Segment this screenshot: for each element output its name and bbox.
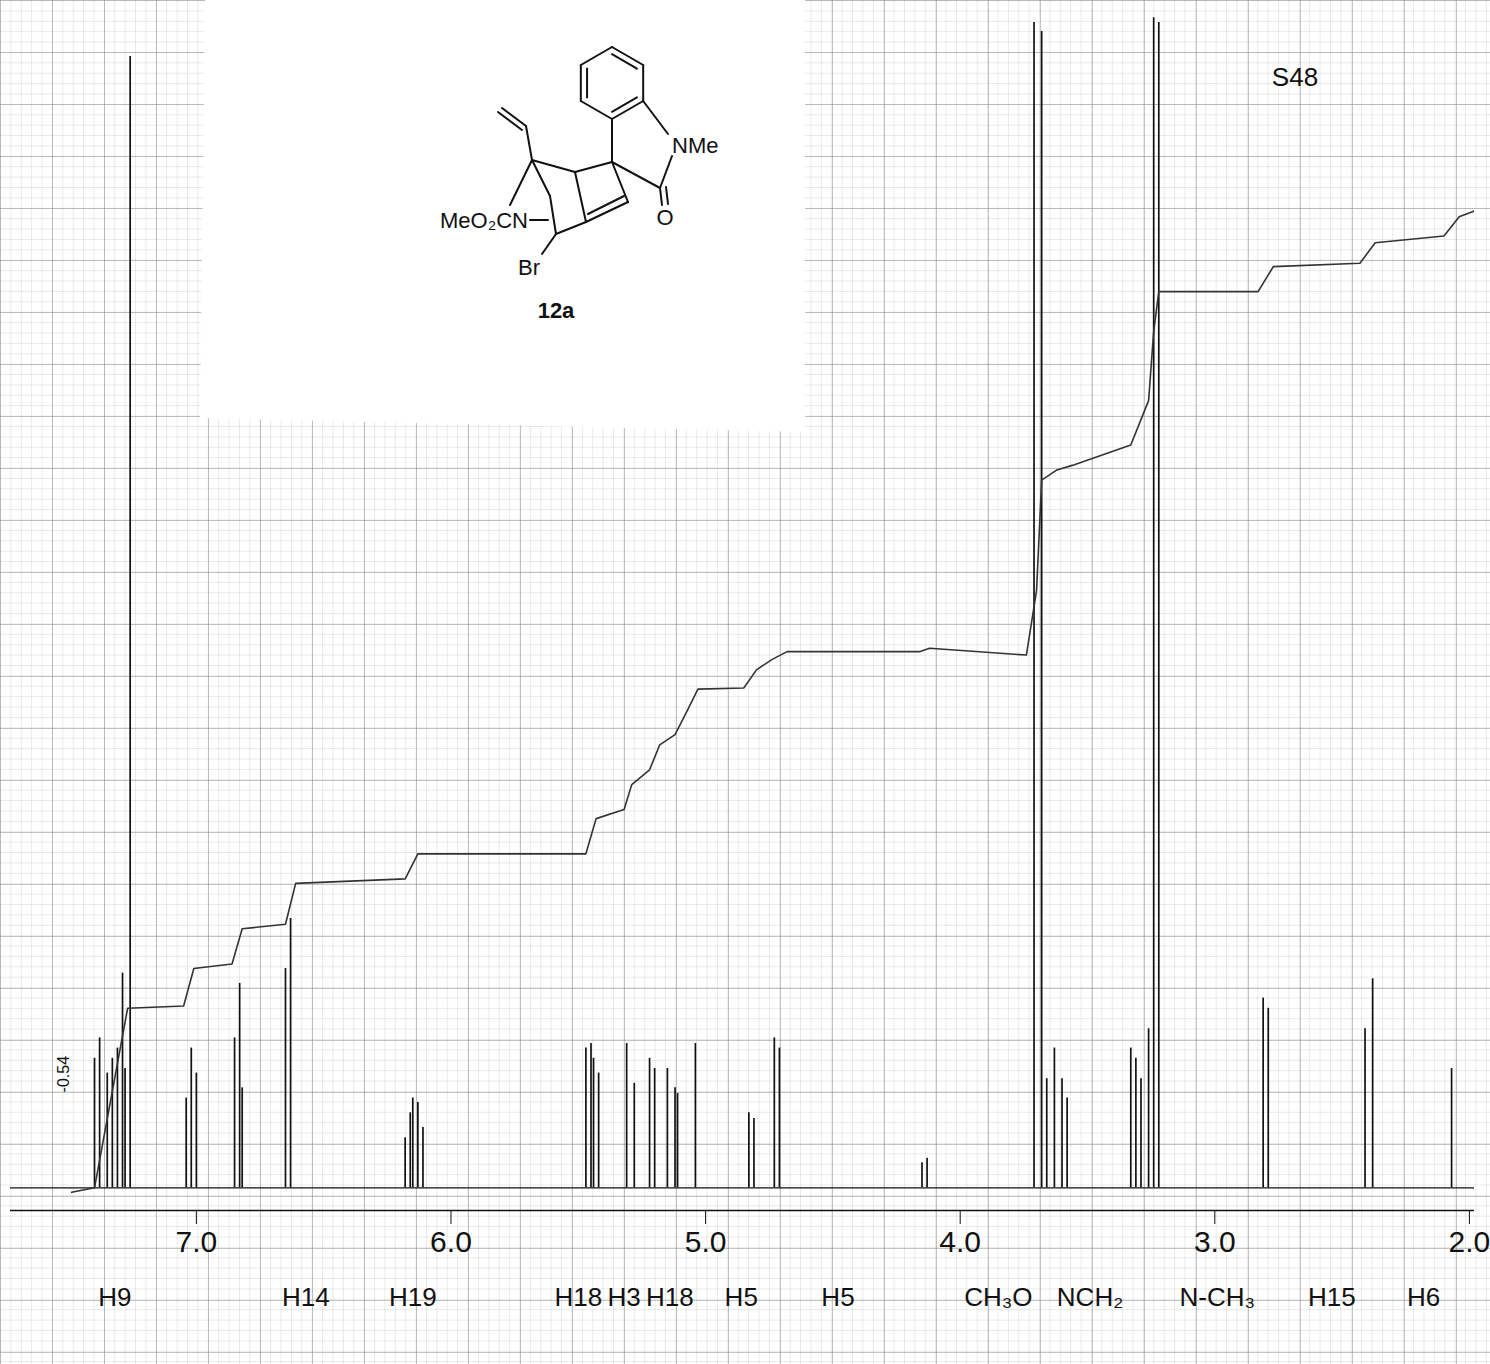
svg-text:NCH₂: NCH₂ <box>1057 1282 1123 1312</box>
svg-text:H6: H6 <box>1407 1282 1440 1312</box>
svg-text:2.0: 2.0 <box>1449 1225 1490 1258</box>
svg-text:H18: H18 <box>554 1282 602 1312</box>
svg-text:H19: H19 <box>389 1282 437 1312</box>
svg-text:3.0: 3.0 <box>1194 1225 1236 1258</box>
svg-text:N-CH₃: N-CH₃ <box>1180 1282 1256 1312</box>
svg-text:H15: H15 <box>1308 1282 1356 1312</box>
svg-text:5.0: 5.0 <box>685 1225 727 1258</box>
svg-text:S48: S48 <box>1272 62 1318 92</box>
svg-text:-0.54: -0.54 <box>55 1056 72 1093</box>
svg-text:NMe: NMe <box>672 133 718 158</box>
svg-text:H5: H5 <box>821 1282 854 1312</box>
svg-text:O: O <box>656 205 673 230</box>
svg-text:CH₃O: CH₃O <box>964 1282 1032 1312</box>
svg-text:4.0: 4.0 <box>939 1225 981 1258</box>
svg-text:7.0: 7.0 <box>176 1225 218 1258</box>
svg-text:H9: H9 <box>98 1282 131 1312</box>
svg-text:H18: H18 <box>646 1282 694 1312</box>
svg-text:12a: 12a <box>538 298 575 323</box>
svg-text:Br: Br <box>518 255 540 280</box>
svg-text:6.0: 6.0 <box>430 1225 472 1258</box>
svg-text:H5: H5 <box>725 1282 758 1312</box>
svg-text:H14: H14 <box>282 1282 330 1312</box>
svg-text:H3: H3 <box>607 1282 640 1312</box>
svg-text:MeO₂CN: MeO₂CN <box>440 208 528 233</box>
